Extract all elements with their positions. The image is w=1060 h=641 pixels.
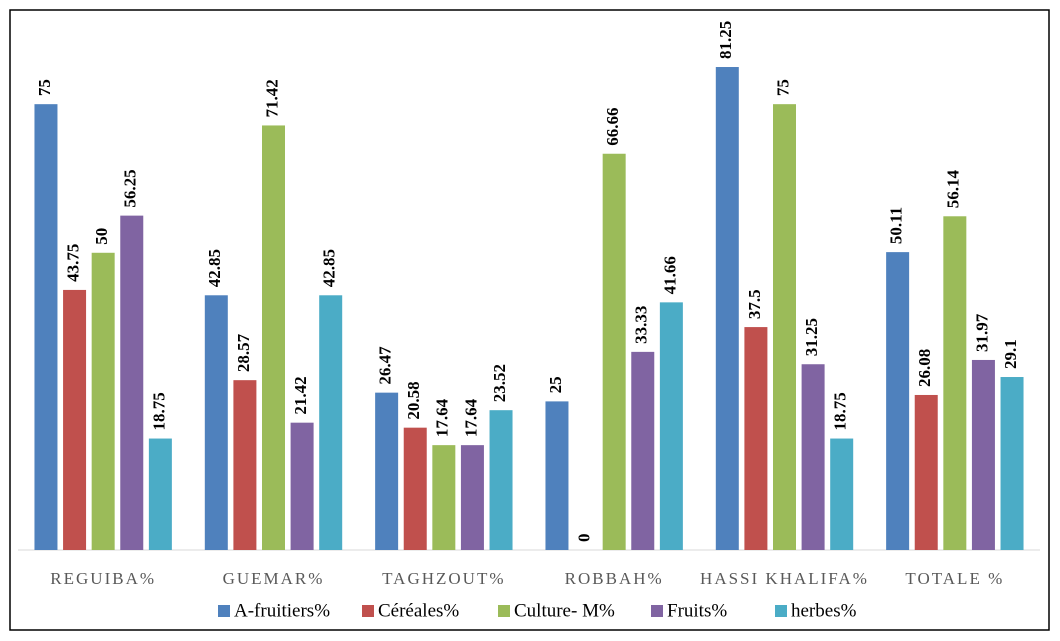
bar: [120, 215, 144, 550]
data-label: 37.5: [745, 289, 764, 319]
bar: [971, 359, 995, 550]
x-tick-label: TOTALE %: [905, 569, 1004, 588]
data-label: 21.42: [291, 376, 310, 414]
bar: [204, 295, 228, 550]
legend-label: A-fruitiers%: [234, 600, 330, 621]
bar: [375, 392, 399, 550]
data-label: 23.52: [490, 364, 509, 402]
legend-label: herbes%: [791, 600, 857, 621]
data-label: 26.08: [915, 349, 934, 387]
data-label: 66.66: [603, 107, 622, 145]
x-tick-label: REGUIBA%: [50, 569, 156, 588]
data-label: 20.58: [404, 381, 423, 419]
legend-label: Fruits%: [667, 600, 727, 621]
bar: [460, 445, 484, 550]
bar: [403, 427, 427, 550]
bar: [489, 410, 513, 550]
data-label: 81.25: [716, 21, 735, 59]
data-label: 50.11: [887, 207, 906, 244]
data-label: 26.47: [376, 346, 395, 385]
x-tick-label: GUEMAR%: [223, 569, 325, 588]
bar: [631, 351, 655, 550]
legend-swatch: [362, 605, 374, 617]
data-label: 56.14: [944, 170, 963, 209]
data-label: 71.42: [262, 79, 281, 117]
data-label: 0: [574, 534, 593, 543]
data-label: 31.25: [802, 318, 821, 356]
bar: [830, 438, 854, 550]
bar: [943, 216, 967, 551]
data-label: 29.1: [1001, 339, 1020, 369]
data-label: 75: [773, 79, 792, 96]
bar: [801, 364, 825, 550]
data-label: 50: [92, 228, 111, 245]
data-label: 42.85: [205, 249, 224, 287]
bar: [432, 445, 456, 550]
x-tick-label: TAGHZOUT%: [382, 569, 505, 588]
legend-swatch: [498, 605, 510, 617]
legend-label: Culture- M%: [514, 600, 615, 621]
bar: [1000, 377, 1024, 550]
legend-label: Céréales%: [378, 600, 459, 621]
data-label: 31.97: [972, 313, 991, 352]
legend-swatch: [218, 605, 230, 617]
data-label: 41.66: [660, 256, 679, 294]
bar: [715, 67, 739, 550]
data-label: 17.64: [433, 398, 452, 437]
x-tick-label: ROBBAH%: [565, 569, 664, 588]
bar: [290, 422, 314, 550]
bar: [659, 302, 683, 550]
bar: [34, 104, 58, 551]
bar: [545, 401, 569, 550]
bar: [319, 295, 343, 550]
legend-swatch: [775, 605, 787, 617]
bar: [233, 380, 257, 550]
bar: [91, 252, 115, 550]
bar: [914, 394, 938, 550]
bar: [773, 104, 796, 551]
bar: [744, 327, 768, 550]
data-label: 18.75: [149, 392, 168, 430]
data-label: 42.85: [320, 249, 339, 287]
data-label: 28.57: [234, 333, 253, 372]
chart-border: [9, 9, 1050, 631]
data-label: 17.64: [461, 398, 480, 437]
data-label: 33.33: [632, 306, 651, 344]
data-label: 43.75: [63, 244, 82, 282]
bar: [262, 125, 285, 550]
bar: [602, 153, 626, 550]
data-label: 75: [35, 79, 54, 96]
data-label: 18.75: [831, 392, 850, 430]
bar: [148, 438, 172, 550]
bar: [63, 289, 87, 550]
data-label: 25: [546, 376, 565, 393]
data-label: 56.25: [121, 169, 140, 207]
legend-swatch: [651, 605, 663, 617]
x-tick-label: HASSI KHALIFA%: [700, 569, 869, 588]
bar: [886, 252, 910, 550]
